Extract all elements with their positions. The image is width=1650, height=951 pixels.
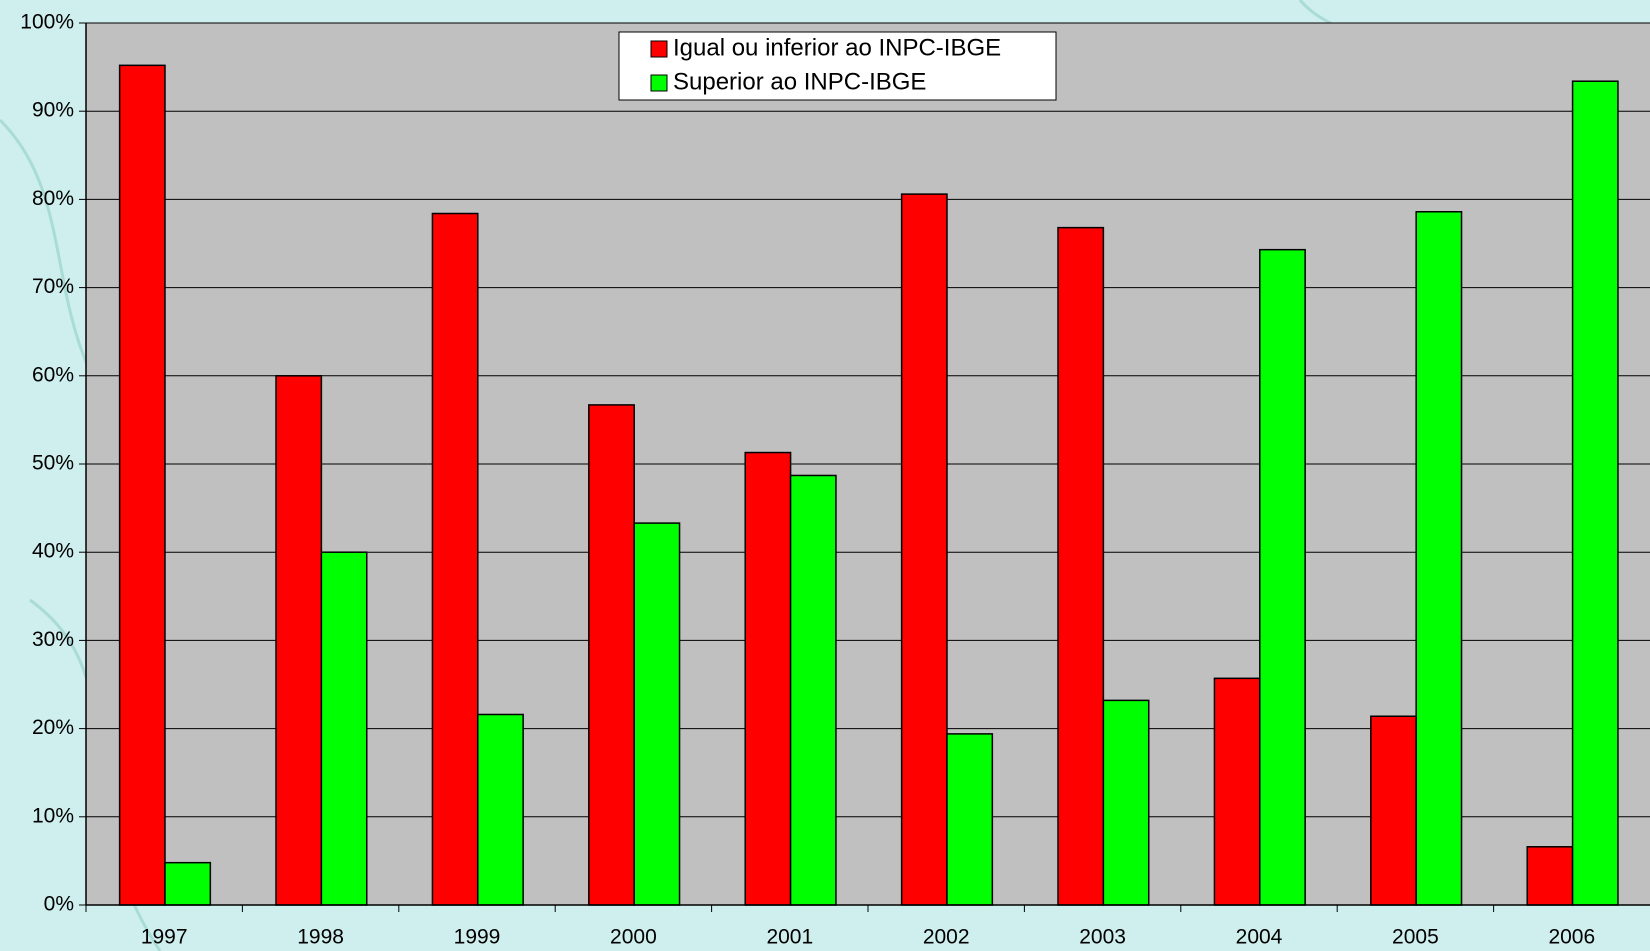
bar [744,451,792,906]
y-tick-label: 100% [20,11,74,34]
bar [1102,699,1150,906]
y-tick-label: 30% [32,628,74,651]
legend-label: Superior ao INPC-IBGE [673,68,926,95]
bar [431,212,479,906]
x-tick-label: 2005 [1392,926,1439,949]
bar [1415,210,1463,906]
y-tick-label: 70% [32,275,74,298]
bar [1571,80,1619,906]
bars [118,64,1619,906]
legend-swatch [650,74,668,92]
x-tick-label: 2002 [923,926,970,949]
x-tick-label: 2000 [610,926,657,949]
bar [900,193,948,906]
bar [789,474,837,906]
y-tick-label: 60% [32,363,74,386]
axes: 0% 10% 20% 30% 40% 50% 60% 70% 80% 90% 100% 1997 199… [20,11,1650,949]
bar [320,551,368,906]
x-tick-label: 2003 [1079,926,1126,949]
bar [477,713,524,906]
y-tick-label: 20% [32,716,74,739]
bar [164,861,212,906]
y-tick-label: 50% [32,452,74,475]
y-tick-label: 90% [32,99,74,122]
bar [1526,846,1574,906]
bar [1259,248,1306,906]
bar [275,375,323,906]
y-tick-label: 0% [44,893,74,916]
legend-label: Igual ou inferior ao INPC-IBGE [673,34,1001,61]
legend-box [618,31,1057,101]
bar [1057,226,1105,906]
bar [588,404,635,906]
x-tick-label: 2001 [766,926,813,949]
legend: Igual ou inferior ao INPC-IBGE Superior a… [618,31,1057,101]
legend-swatch [650,40,668,58]
x-tick-label: 1997 [141,926,188,949]
y-tick-label: 40% [32,540,74,563]
bar [1370,715,1417,906]
y-tick-label: 10% [32,804,74,827]
x-tick-label: 1998 [297,926,344,949]
bar [946,733,994,906]
x-tick-label: 2006 [1548,926,1595,949]
bar [633,522,681,906]
bar [118,64,166,906]
x-tick-label: 1999 [454,926,501,949]
x-tick-label: 2004 [1236,926,1283,949]
bar [1213,677,1261,906]
y-tick-label: 80% [32,187,74,210]
